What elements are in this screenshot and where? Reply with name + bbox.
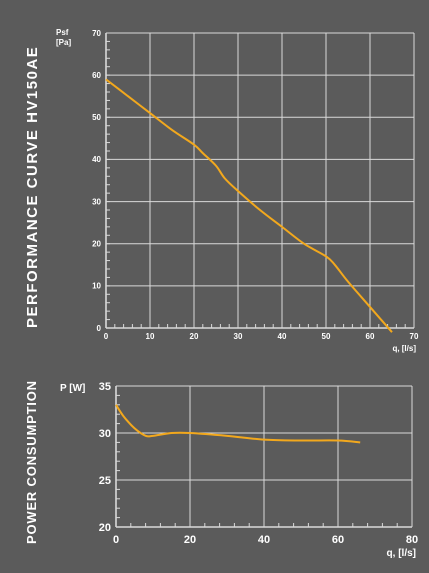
perf-y-tick-label: 40 (92, 155, 101, 164)
power-y-tick-label: 25 (99, 475, 111, 487)
power-x-tick-label: 60 (332, 534, 344, 546)
perf-y-tick-label: 10 (92, 282, 101, 291)
power-x-axis-label: q, [l/s] (387, 548, 416, 559)
perf-x-tick-label: 60 (366, 332, 375, 341)
perf-x-tick-label: 50 (322, 332, 331, 341)
power-y-tick-label: 20 (99, 522, 111, 534)
power-series-line (115, 404, 361, 444)
perf-x-tick-label: 70 (410, 332, 419, 341)
perf-x-tick-label: 20 (190, 332, 199, 341)
perf-x-tick-label: 0 (104, 332, 109, 341)
perf-x-axis-label: q, [l/s] (392, 344, 416, 353)
perf-y-tick-label: 20 (92, 240, 101, 249)
perf-y-tick-label: 50 (92, 113, 101, 122)
power-y-axis-label: P [W] (60, 383, 85, 394)
perf-y-axis-label: Psf (56, 28, 69, 37)
power-y-tick-label: 35 (99, 381, 111, 393)
perf-x-tick-label: 30 (234, 332, 243, 341)
power-x-tick-label: 80 (406, 534, 418, 546)
power-x-tick-label: 40 (258, 534, 270, 546)
perf-x-tick-label: 40 (278, 332, 287, 341)
perf-y-tick-label: 0 (97, 324, 102, 333)
perf-y-tick-label: 70 (92, 29, 101, 38)
perf-x-tick-label: 10 (146, 332, 155, 341)
perf-y-axis-unit: [Pa] (56, 38, 71, 47)
power-x-tick-label: 0 (113, 534, 119, 546)
perf-y-tick-label: 60 (92, 71, 101, 80)
power-y-tick-label: 30 (99, 428, 111, 440)
perf-y-tick-label: 30 (92, 197, 101, 206)
power-x-tick-label: 20 (184, 534, 196, 546)
perf-series-line (105, 78, 393, 333)
